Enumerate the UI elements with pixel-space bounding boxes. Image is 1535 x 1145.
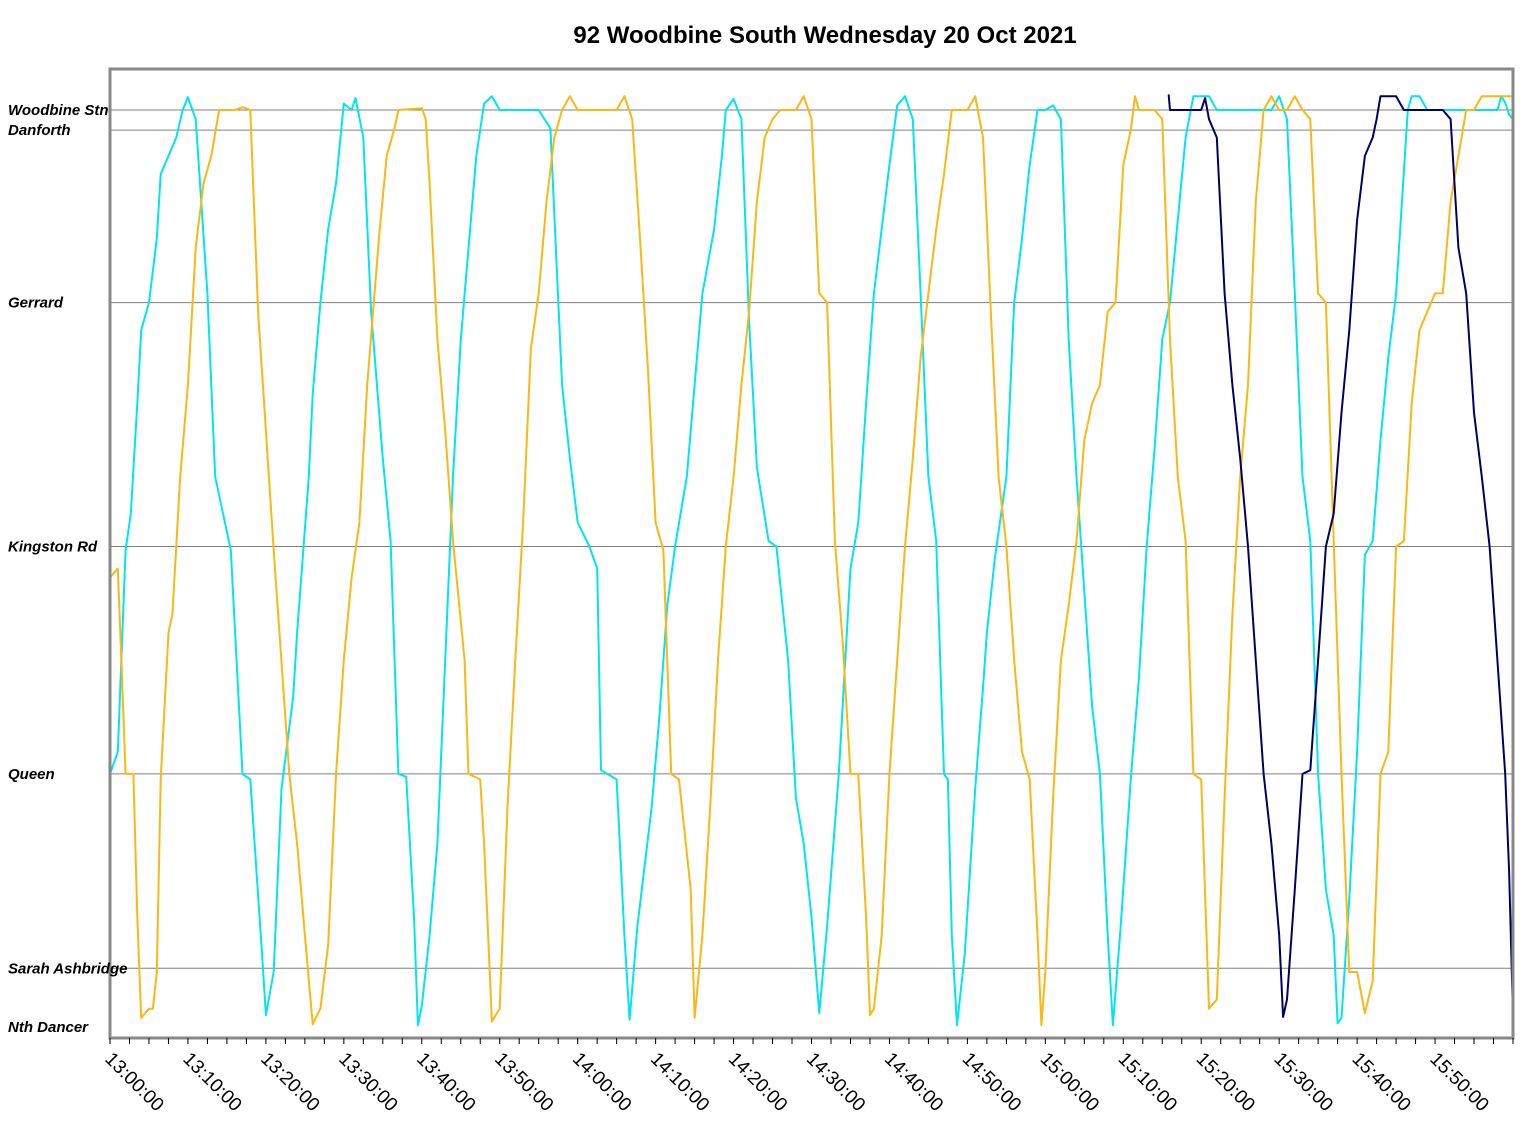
x-tick-label: 13:00:00 xyxy=(100,1049,167,1116)
x-tick-label: 14:20:00 xyxy=(724,1049,791,1116)
grid-lines xyxy=(110,109,1513,969)
x-axis-ticks: 13:00:00 13:10:00 13:20:00 13:30:00 13:40:00… xyxy=(100,1038,1514,1116)
x-tick-label: 13:40:00 xyxy=(412,1049,479,1116)
x-tick-label: 15:30:00 xyxy=(1270,1049,1337,1116)
x-tick-label: 13:20:00 xyxy=(256,1049,323,1116)
series-line-3 xyxy=(1167,94,1513,1018)
x-tick-label: 13:50:00 xyxy=(490,1049,557,1116)
stop-label: Kingston Rd xyxy=(8,538,98,555)
x-tick-label: 15:50:00 xyxy=(1426,1049,1493,1116)
stop-label: Sarah Ashbridge xyxy=(8,960,127,977)
x-tick-label: 13:30:00 xyxy=(334,1049,401,1116)
series-line-2 xyxy=(110,95,1513,1027)
plot-frame xyxy=(108,67,1515,1040)
stop-label: Woodbine Stn xyxy=(8,102,109,119)
series-lines xyxy=(110,94,1513,1027)
chart-title: 92 Woodbine South Wednesday 20 Oct 2021 xyxy=(573,22,1076,49)
x-tick-label: 14:00:00 xyxy=(568,1049,635,1116)
x-tick-label: 15:40:00 xyxy=(1348,1049,1415,1116)
stop-label: Nth Dancer xyxy=(8,1019,89,1036)
x-tick-label: 14:50:00 xyxy=(958,1049,1025,1116)
stop-label: Queen xyxy=(8,766,55,783)
x-tick-label: 15:00:00 xyxy=(1036,1049,1103,1116)
stop-labels: Woodbine Stn Danforth Gerrard Kingston Rd Qu… xyxy=(8,102,127,1036)
x-tick-label: 13:10:00 xyxy=(178,1049,245,1116)
x-tick-label: 14:40:00 xyxy=(880,1049,947,1116)
x-tick-label: 15:20:00 xyxy=(1192,1049,1259,1116)
x-tick-label: 15:10:00 xyxy=(1114,1049,1181,1116)
series-line-1 xyxy=(110,95,1513,1027)
x-tick-label: 14:10:00 xyxy=(646,1049,713,1116)
x-tick-label: 14:30:00 xyxy=(802,1049,869,1116)
stop-label: Gerrard xyxy=(8,295,64,312)
stop-label: Danforth xyxy=(8,122,71,139)
